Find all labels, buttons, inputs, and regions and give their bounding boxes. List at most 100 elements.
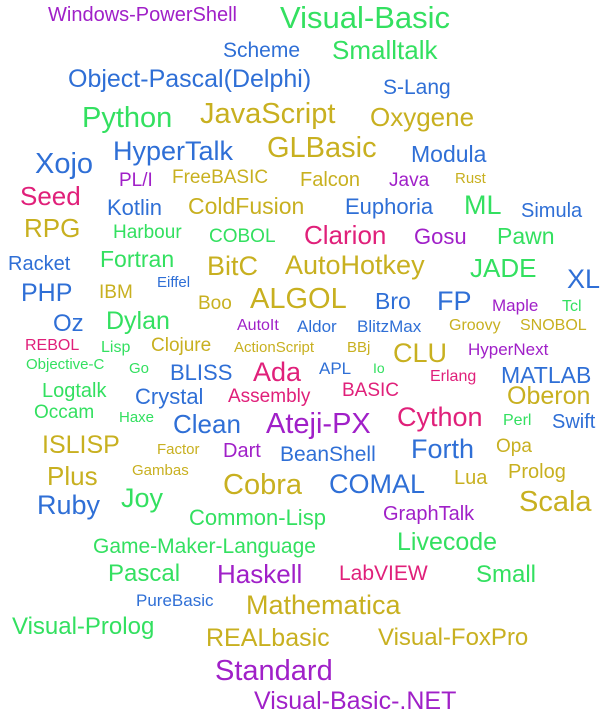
word-swift: Swift: [552, 411, 596, 433]
word-blitzmax: BlitzMax: [357, 317, 422, 336]
word-boo: Boo: [198, 293, 232, 314]
word-ada: Ada: [253, 357, 302, 387]
word-java: Java: [389, 170, 430, 191]
word-oz: Oz: [53, 310, 84, 337]
word-autoit: AutoIt: [237, 317, 279, 334]
word-visual-basic: Visual-Basic: [280, 0, 451, 35]
word-crystal: Crystal: [135, 384, 204, 409]
word-rebol: REBOL: [25, 337, 80, 354]
word-pl-i: PL/I: [119, 170, 153, 191]
word-bliss: BLISS: [170, 360, 233, 385]
word-factor: Factor: [157, 441, 200, 458]
word-islisp: ISLISP: [42, 431, 120, 459]
word-go: Go: [129, 360, 150, 377]
word-ruby: Ruby: [37, 490, 101, 520]
word-s-lang: S-Lang: [383, 76, 451, 99]
word-bro: Bro: [375, 288, 411, 314]
word-realbasic: REALbasic: [206, 624, 330, 652]
word-small: Small: [476, 561, 537, 588]
word-jade: JADE: [470, 253, 537, 283]
word-ateji-px: Ateji-PX: [266, 408, 371, 440]
word-racket: Racket: [8, 253, 71, 275]
word-harbour: Harbour: [113, 222, 182, 243]
word-apl: APL: [319, 359, 352, 378]
word-comal: COMAL: [329, 469, 426, 499]
word-visual-prolog: Visual-Prolog: [12, 613, 155, 640]
word-standard: Standard: [215, 655, 333, 687]
word-autohotkey: AutoHotkey: [285, 250, 425, 280]
word-logtalk: Logtalk: [42, 380, 107, 402]
word-oberon: Oberon: [507, 382, 591, 410]
word-visual-basic-net: Visual-Basic-.NET: [254, 687, 457, 715]
word-mathematica: Mathematica: [246, 590, 401, 620]
word-clarion: Clarion: [304, 220, 387, 250]
word-ml: ML: [464, 190, 502, 220]
word-cobol: COBOL: [209, 226, 276, 247]
word-io: Io: [373, 360, 385, 376]
word-modula: Modula: [411, 141, 487, 167]
word-snobol: SNOBOL: [520, 317, 587, 334]
word-hypernext: HyperNext: [468, 340, 549, 359]
word-pawn: Pawn: [497, 223, 555, 249]
word-common-lisp: Common-Lisp: [189, 505, 326, 530]
word-plus: Plus: [47, 461, 98, 491]
word-fortran: Fortran: [100, 246, 175, 272]
word-perl: Perl: [503, 412, 532, 429]
word-matlab: MATLAB: [501, 362, 592, 388]
word-clojure: Clojure: [151, 335, 212, 356]
word-seed: Seed: [20, 181, 81, 211]
word-livecode: Livecode: [397, 528, 498, 556]
word-php: PHP: [21, 279, 73, 307]
word-graphtalk: GraphTalk: [383, 503, 475, 525]
word-xojo: Xojo: [35, 148, 94, 180]
word-windows-powershell: Windows-PowerShell: [48, 4, 237, 26]
word-cython: Cython: [397, 402, 483, 432]
word-haskell: Haskell: [217, 559, 303, 589]
word-coldfusion: ColdFusion: [188, 193, 305, 219]
word-gambas: Gambas: [132, 462, 189, 479]
word-haxe: Haxe: [119, 409, 155, 426]
word-eiffel: Eiffel: [157, 274, 191, 291]
word-bbj: BBj: [347, 339, 371, 356]
word-purebasic: PureBasic: [136, 591, 214, 610]
word-basic: BASIC: [342, 380, 400, 401]
word-python: Python: [82, 102, 173, 134]
word-xl: XL: [567, 264, 601, 294]
word-labview: LabVIEW: [339, 562, 428, 585]
word-javascript: JavaScript: [200, 98, 336, 130]
word-erlang: Erlang: [430, 368, 477, 385]
word-rust: Rust: [455, 170, 486, 187]
word-actionscript: ActionScript: [234, 339, 315, 356]
word-scheme: Scheme: [223, 39, 301, 62]
word-objective-c: Objective-C: [26, 356, 105, 373]
word-kotlin: Kotlin: [107, 195, 163, 220]
word-groovy: Groovy: [449, 317, 501, 334]
word-scala: Scala: [519, 486, 592, 518]
word-aldor: Aldor: [297, 317, 337, 336]
word-falcon: Falcon: [300, 169, 361, 191]
word-euphoria: Euphoria: [345, 194, 434, 219]
word-prolog: Prolog: [508, 461, 566, 483]
word-maple: Maple: [492, 296, 539, 315]
word-visual-foxpro: Visual-FoxPro: [378, 624, 529, 651]
word-hypertalk: HyperTalk: [113, 136, 234, 166]
word-dylan: Dylan: [106, 307, 170, 335]
word-game-maker-language: Game-Maker-Language: [93, 535, 316, 558]
word-fp: FP: [437, 286, 472, 316]
word-clu: CLU: [393, 338, 448, 368]
word-tcl: Tcl: [562, 298, 582, 315]
word-lisp: Lisp: [101, 339, 131, 356]
word-oxygene: Oxygene: [370, 102, 475, 132]
word-forth: Forth: [411, 434, 475, 464]
word-glbasic: GLBasic: [267, 132, 377, 164]
word-pascal: Pascal: [108, 560, 181, 587]
word-rpg: RPG: [24, 213, 81, 243]
word-joy: Joy: [121, 483, 164, 513]
word-smalltalk: Smalltalk: [332, 35, 438, 65]
word-lua: Lua: [454, 467, 488, 489]
word-cobra: Cobra: [223, 469, 302, 501]
word-freebasic: FreeBASIC: [172, 167, 269, 188]
word-occam: Occam: [34, 402, 95, 423]
word-dart: Dart: [223, 440, 261, 462]
word-object-pascal-delphi: Object-Pascal(Delphi): [68, 65, 312, 93]
